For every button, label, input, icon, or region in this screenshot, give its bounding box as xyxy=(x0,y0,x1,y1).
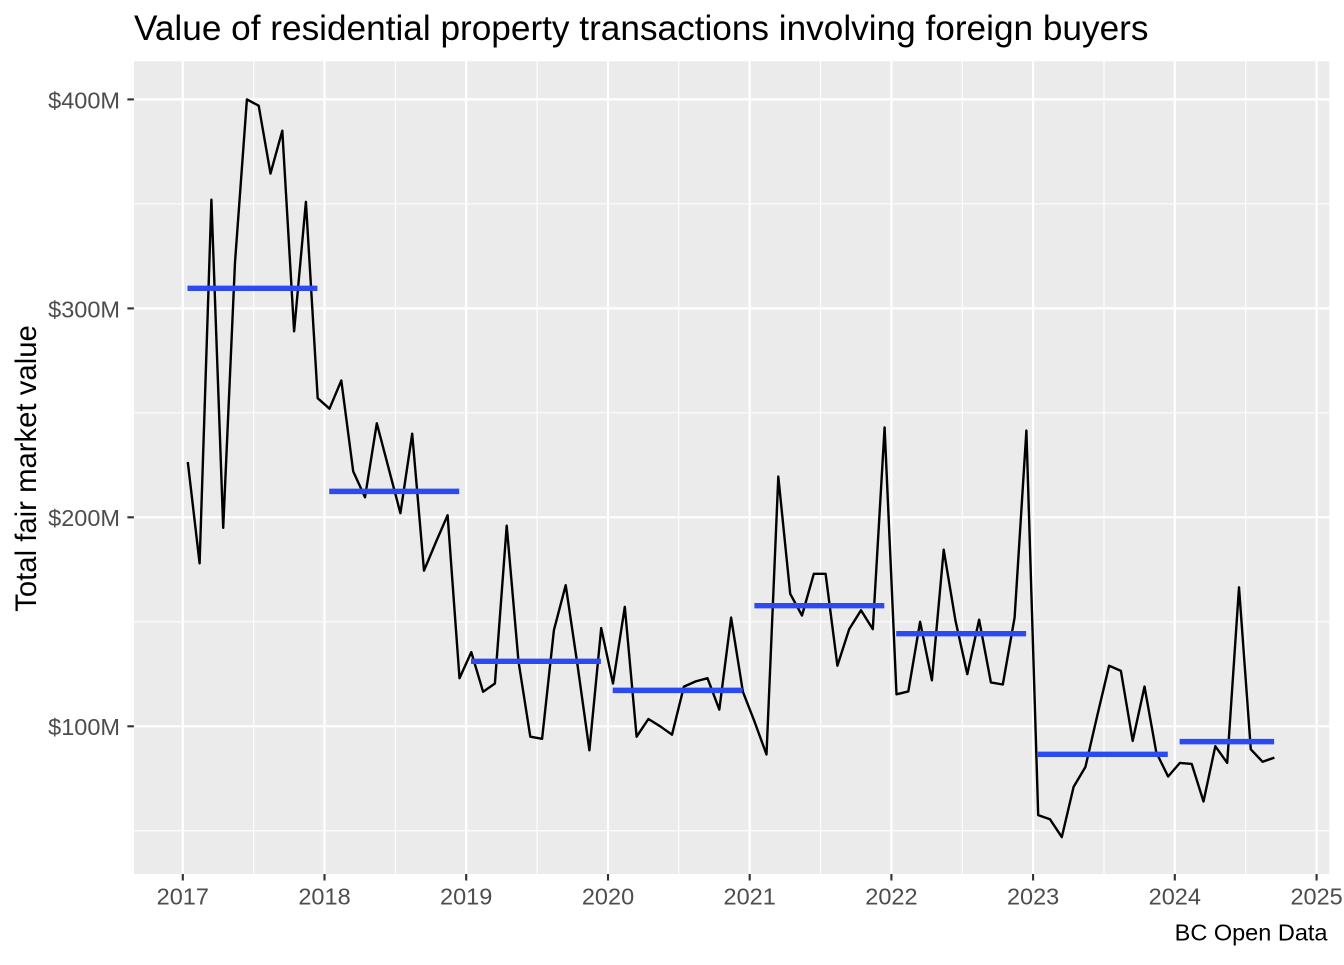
svg-text:2024: 2024 xyxy=(1149,884,1201,910)
svg-text:BC Open Data: BC Open Data xyxy=(1175,920,1329,946)
svg-text:$200M: $200M xyxy=(48,505,120,531)
svg-text:2022: 2022 xyxy=(865,884,917,910)
svg-text:2017: 2017 xyxy=(157,884,209,910)
svg-text:Total fair market value: Total fair market value xyxy=(10,325,43,612)
svg-text:$400M: $400M xyxy=(48,87,120,113)
svg-text:Value of residential property: Value of residential property transactio… xyxy=(134,9,1148,48)
svg-text:2023: 2023 xyxy=(1007,884,1059,910)
svg-text:$300M: $300M xyxy=(48,296,120,322)
svg-text:2018: 2018 xyxy=(298,884,350,910)
svg-text:2025: 2025 xyxy=(1290,884,1342,910)
svg-text:2021: 2021 xyxy=(724,884,776,910)
svg-text:$100M: $100M xyxy=(48,714,120,740)
svg-text:2020: 2020 xyxy=(582,884,634,910)
svg-text:2019: 2019 xyxy=(440,884,492,910)
